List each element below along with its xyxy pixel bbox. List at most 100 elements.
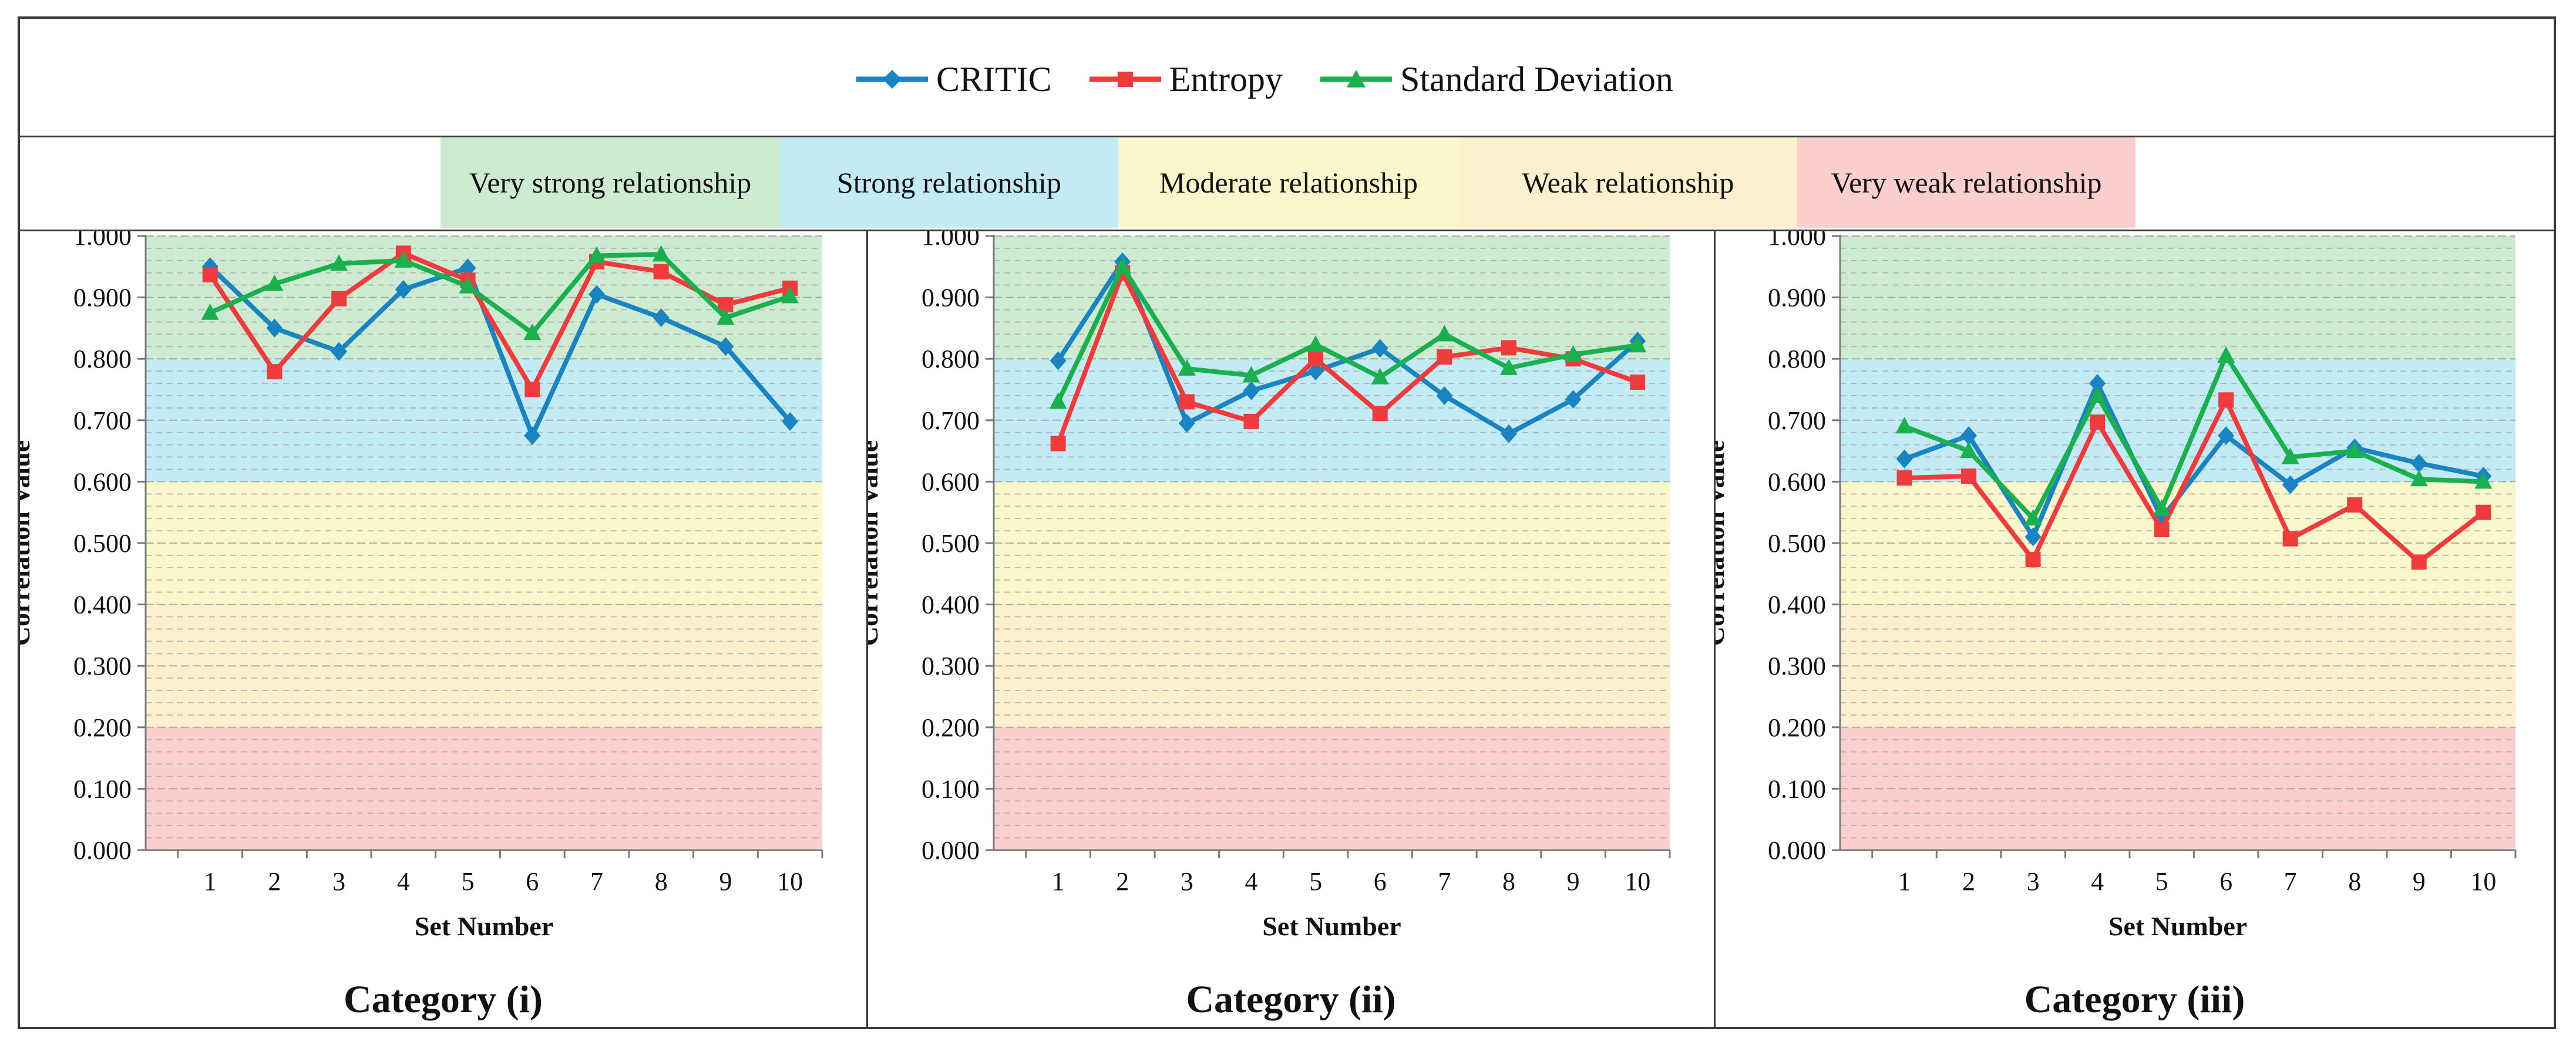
x-tick-label: 6 bbox=[526, 867, 539, 896]
point-standard-deviation-9 bbox=[2410, 470, 2428, 487]
point-entropy-10 bbox=[2476, 504, 2491, 520]
legend-entropy-label: Entropy bbox=[1169, 59, 1283, 99]
point-standard-deviation-5 bbox=[2153, 499, 2171, 516]
x-tick-label: 5 bbox=[462, 867, 475, 896]
legend-critic-label: CRITIC bbox=[936, 59, 1052, 99]
y-tick-label: 0.200 bbox=[922, 713, 980, 742]
legend-std-label: Standard Deviation bbox=[1400, 59, 1673, 99]
y-tick-label: 0.900 bbox=[73, 284, 132, 312]
point-critic-2 bbox=[266, 318, 283, 338]
y-tick-label: 0.000 bbox=[1768, 836, 1826, 865]
y-tick-label: 0.900 bbox=[922, 284, 980, 312]
point-entropy-3 bbox=[331, 291, 347, 306]
point-standard-deviation-9 bbox=[1564, 345, 1582, 362]
legend-item-standard-deviation: Standard Deviation bbox=[1318, 59, 1673, 100]
y-tick-label: 0.400 bbox=[1768, 591, 1826, 619]
point-critic-6 bbox=[1371, 339, 1388, 358]
y-tick-label: 0.600 bbox=[1768, 467, 1826, 496]
point-standard-deviation-3 bbox=[1178, 359, 1196, 376]
y-tick-label: 0.000 bbox=[922, 836, 980, 865]
y-tick-label: 1.000 bbox=[922, 231, 980, 251]
y-tick-label: 0.500 bbox=[1768, 529, 1826, 558]
point-standard-deviation-1 bbox=[201, 303, 219, 320]
x-axis-title: Set Number bbox=[1262, 911, 1401, 941]
y-axis-title: Correlation Value bbox=[20, 440, 35, 646]
y-tick-label: 0.400 bbox=[922, 591, 980, 619]
series-legend: CRITIC Entropy Standard Deviation bbox=[20, 19, 2554, 137]
band-very-strong: Very strong relationship bbox=[440, 137, 780, 228]
chart-panels: 0.000 0.100 0.200 0.300 0.400 0.500 0.600 0.700… bbox=[20, 231, 2554, 1029]
point-critic-7 bbox=[588, 285, 605, 304]
legend-item-critic: CRITIC bbox=[854, 59, 1052, 100]
x-tick-label: 9 bbox=[2413, 867, 2426, 896]
point-entropy-6 bbox=[1372, 406, 1388, 422]
legend-critic-marker bbox=[856, 70, 928, 89]
x-tick-label: 4 bbox=[397, 867, 410, 896]
point-entropy-4 bbox=[2090, 414, 2106, 430]
point-critic-6 bbox=[2218, 426, 2235, 445]
y-tick-label: 1.000 bbox=[73, 231, 132, 251]
point-critic-4 bbox=[2089, 374, 2106, 393]
point-entropy-7 bbox=[1437, 349, 1452, 365]
series-line-standard-deviation bbox=[1056, 264, 1638, 403]
x-tick-label: 10 bbox=[2470, 867, 2496, 896]
point-entropy-6 bbox=[2218, 392, 2234, 408]
point-standard-deviation-10 bbox=[1629, 336, 1647, 353]
point-standard-deviation-8 bbox=[2346, 441, 2364, 459]
point-critic-9 bbox=[1565, 390, 1582, 409]
x-tick-label: 4 bbox=[1245, 867, 1257, 896]
point-entropy-5 bbox=[2154, 521, 2170, 537]
series-line-entropy bbox=[1055, 270, 1639, 444]
x-axis-title: Set Number bbox=[415, 911, 553, 941]
point-entropy-8 bbox=[2347, 497, 2363, 513]
point-standard-deviation-2 bbox=[1114, 257, 1132, 274]
x-tick-label: 2 bbox=[1116, 867, 1129, 896]
point-standard-deviation-2 bbox=[1960, 441, 1978, 459]
point-standard-deviation-3 bbox=[330, 254, 348, 271]
point-entropy-2 bbox=[1961, 468, 1977, 484]
point-standard-deviation-6 bbox=[1371, 368, 1389, 385]
x-tick-label: 3 bbox=[1181, 867, 1193, 896]
point-standard-deviation-4 bbox=[394, 251, 412, 268]
point-critic-4 bbox=[395, 280, 412, 299]
point-critic-9 bbox=[717, 337, 734, 356]
x-tick-label: 10 bbox=[777, 867, 803, 896]
point-standard-deviation-5 bbox=[459, 277, 477, 294]
x-tick-label: 9 bbox=[719, 867, 732, 896]
point-critic-2 bbox=[1960, 426, 1978, 445]
point-critic-7 bbox=[2282, 475, 2299, 494]
point-entropy-4 bbox=[1243, 413, 1259, 429]
point-standard-deviation-7 bbox=[588, 246, 606, 263]
point-standard-deviation-7 bbox=[2281, 447, 2299, 464]
y-tick-label: 0.100 bbox=[73, 774, 132, 803]
x-tick-label: 6 bbox=[1374, 867, 1387, 896]
point-standard-deviation-10 bbox=[2474, 472, 2493, 489]
point-standard-deviation-10 bbox=[781, 286, 799, 304]
x-tick-label: 3 bbox=[332, 867, 345, 896]
y-tick-label: 0.600 bbox=[922, 467, 980, 496]
point-critic-9 bbox=[2410, 454, 2427, 473]
y-tick-label: 0.500 bbox=[922, 529, 980, 558]
point-standard-deviation-5 bbox=[1307, 335, 1325, 352]
point-entropy-2 bbox=[267, 364, 283, 380]
point-entropy-9 bbox=[2411, 554, 2427, 570]
x-tick-label: 1 bbox=[204, 867, 217, 896]
point-standard-deviation-8 bbox=[1499, 358, 1518, 375]
y-tick-label: 0.900 bbox=[1768, 284, 1826, 312]
chart-category-iii: 0.000 0.100 0.200 0.300 0.400 0.500 0.600 0.700… bbox=[1716, 231, 2517, 941]
point-entropy-6 bbox=[524, 382, 540, 397]
chart-category-i: 0.000 0.100 0.200 0.300 0.400 0.500 0.600 0.700… bbox=[20, 231, 823, 941]
point-critic-8 bbox=[653, 308, 670, 328]
x-tick-label: 5 bbox=[2155, 867, 2168, 896]
y-axis-title: Correlation Value bbox=[868, 440, 883, 646]
band-weak: Weak relationship bbox=[1459, 137, 1797, 228]
y-tick-label: 0.600 bbox=[73, 467, 132, 496]
point-standard-deviation-7 bbox=[1435, 325, 1454, 342]
point-entropy-3 bbox=[1179, 394, 1195, 410]
y-tick-label: 0.700 bbox=[922, 406, 980, 435]
y-tick-label: 0.200 bbox=[73, 713, 132, 742]
y-tick-label: 0.100 bbox=[1768, 774, 1826, 803]
y-tick-label: 0.300 bbox=[922, 652, 980, 680]
point-critic-7 bbox=[1436, 386, 1453, 405]
panel-category-ii: 0.000 0.100 0.200 0.300 0.400 0.500 0.600 0.700… bbox=[866, 231, 1714, 1029]
